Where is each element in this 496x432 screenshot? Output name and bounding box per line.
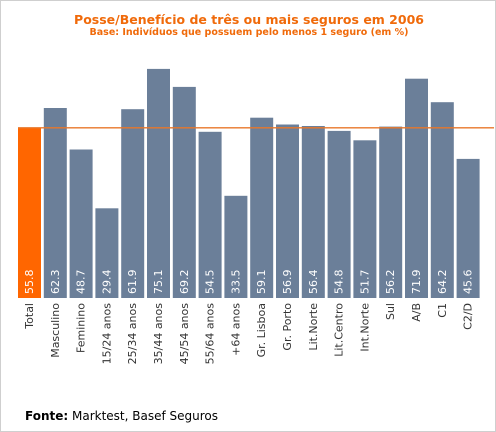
value-label-6: 69.2 [178,270,191,295]
category-label-14: Sul [384,303,397,320]
bar-chart: 55.8 Total 62.3 Masculino 48.7 Feminino 29.4 15… [18,68,494,365]
value-label-10: 56.9 [281,270,294,295]
bar-3 [95,208,119,298]
bar-5 [147,68,170,299]
category-label-16: C1 [436,303,449,318]
bar-7 [198,131,222,298]
bar-6 [172,86,196,299]
value-label-11: 56.4 [307,270,320,295]
bar-10 [276,124,299,298]
bar-8 [224,195,248,298]
category-label-4: 25/34 anos [126,303,139,365]
value-label-14: 56.2 [384,270,397,295]
bar-14 [379,126,403,298]
category-label-13: Int.Norte [358,303,371,352]
category-label-10: Gr. Porto [281,303,294,351]
bar-1 [43,108,67,298]
bar-17 [456,158,480,298]
value-label-8: 33.5 [229,270,242,295]
value-label-1: 62.3 [49,270,62,295]
source-text: Marktest, Basef Seguros [72,409,219,423]
value-label-9: 59.1 [255,270,268,295]
value-label-5: 75.1 [152,270,165,295]
category-label-5: 35/44 anos [152,303,165,365]
bar-13 [353,140,377,298]
value-label-3: 29.4 [100,270,113,295]
value-label-15: 71.9 [410,270,423,295]
category-label-17: C2/D [462,303,475,330]
bar-4 [121,109,145,298]
value-label-0: 55.8 [23,270,36,295]
category-label-9: Gr. Lisboa [255,303,268,357]
bar-0 [18,127,41,298]
category-label-7: 55/64 anos [204,303,217,365]
bar-11 [301,126,325,298]
category-label-15: A/B [410,303,423,322]
value-label-2: 48.7 [75,270,88,295]
category-label-3: 15/24 anos [100,303,113,365]
value-label-12: 54.8 [333,270,346,295]
bar-12 [327,130,351,298]
category-label-1: Masculino [49,303,62,358]
value-label-7: 54.5 [204,270,217,295]
chart-title: Posse/Benefício de três ou mais seguros … [74,12,424,27]
bar-2 [69,149,93,298]
source-note: Fonte: Marktest, Basef Seguros [25,409,218,423]
bar-15 [405,78,428,298]
category-label-0: Total [23,303,36,330]
category-label-8: +64 anos [229,303,242,356]
value-label-13: 51.7 [358,270,371,295]
bar-16 [430,102,454,298]
chart-subtitle: Base: Indivíduos que possuem pelo menos … [89,27,409,38]
category-label-11: Lit.Norte [307,303,320,351]
value-label-17: 45.6 [462,270,475,295]
category-label-12: Lit.Centro [333,303,346,357]
category-label-2: Feminino [75,303,88,353]
category-label-6: 45/54 anos [178,303,191,365]
value-label-4: 61.9 [126,270,139,295]
bar-9 [250,117,274,298]
value-label-16: 64.2 [436,270,449,295]
source-label: Fonte: [25,409,69,423]
